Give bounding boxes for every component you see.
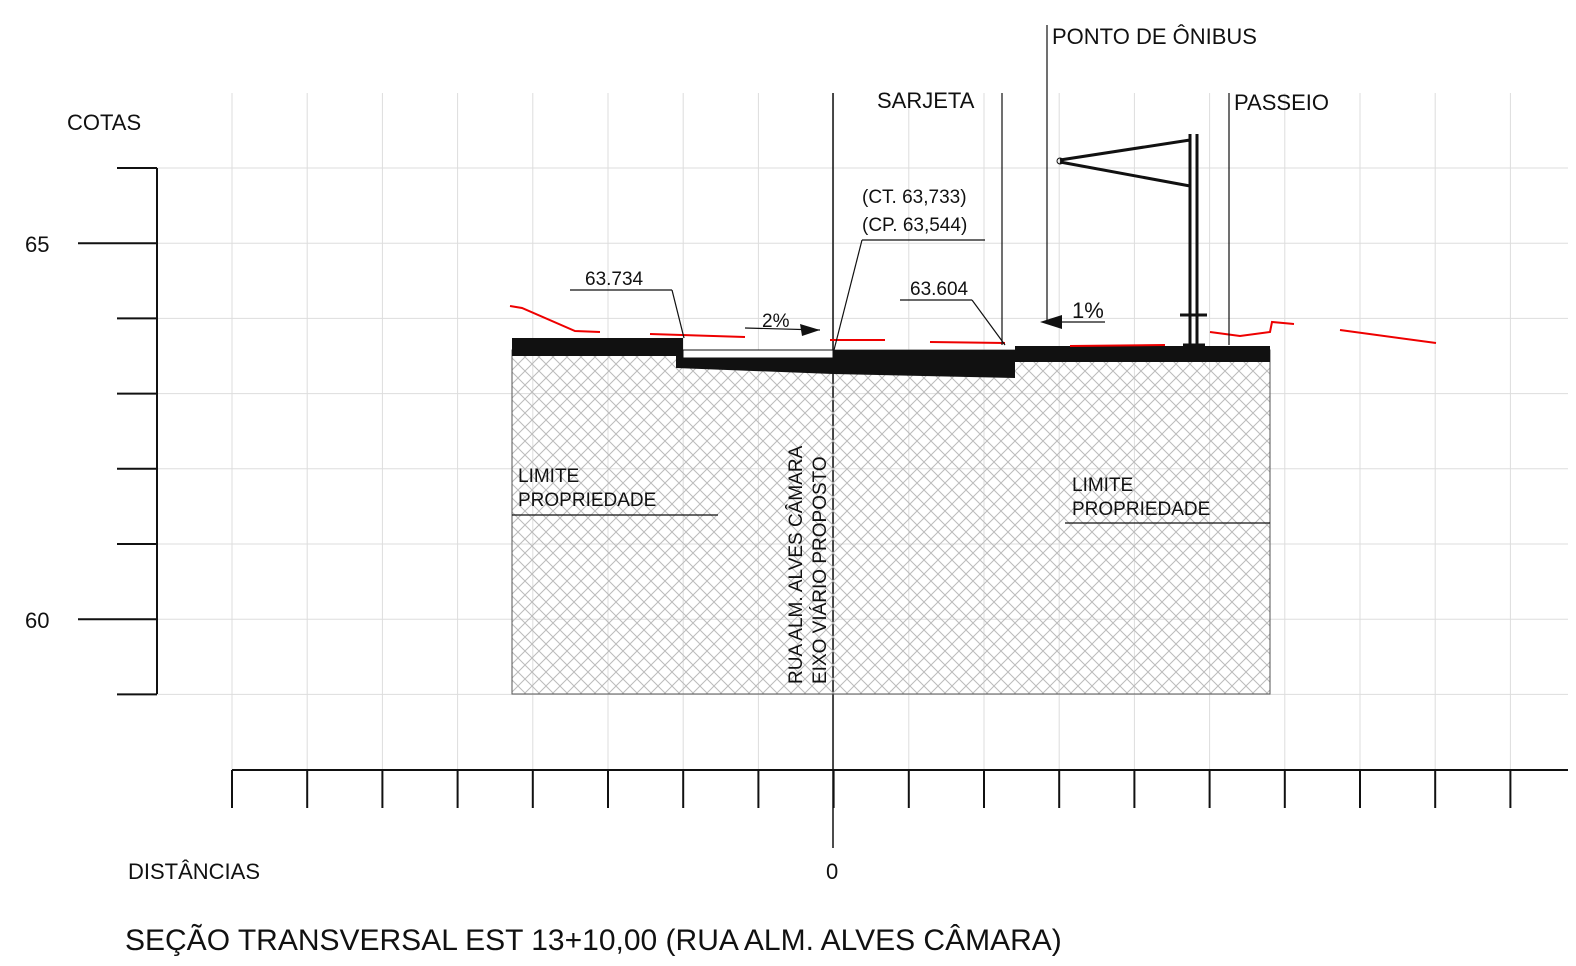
- label: 63.734: [585, 269, 644, 290]
- y-title: COTAS: [67, 110, 141, 135]
- leaders: [512, 25, 1270, 524]
- arrow: [1040, 315, 1062, 329]
- axes: [78, 167, 1568, 808]
- x-label: 0: [826, 859, 838, 884]
- ground: [511, 349, 1271, 695]
- label: 1%: [1072, 298, 1104, 323]
- label: SARJETA: [877, 88, 975, 113]
- label: PROPRIEDADE: [518, 490, 656, 511]
- bus-stop-structure: [1056, 134, 1207, 347]
- label: RUA ALM. ALVES CÂMARA: [785, 445, 807, 684]
- y-label: 65: [25, 232, 49, 257]
- label: PROPRIEDADE: [1072, 499, 1210, 520]
- pavement-layer: [682, 349, 834, 359]
- pavement: [512, 338, 1270, 378]
- y-label: 60: [25, 608, 49, 633]
- label: LIMITE: [1072, 475, 1133, 496]
- label: (CT. 63,733): [862, 187, 967, 208]
- arrow: [800, 324, 820, 336]
- label: EIXO VIÁRIO PROPOSTO: [810, 456, 831, 684]
- label: LIMITE: [518, 466, 579, 487]
- label: 2%: [762, 311, 790, 332]
- terrain-line: [509, 305, 1437, 347]
- label: PASSEIO: [1234, 90, 1329, 115]
- label: (CP. 63,544): [862, 215, 967, 236]
- x-title: DISTÂNCIAS: [128, 859, 260, 884]
- label: 63.604: [910, 279, 969, 300]
- label: PONTO DE ÔNIBUS: [1052, 24, 1257, 49]
- title: SEÇÃO TRANSVERSAL EST 13+10,00 (RUA ALM.…: [125, 923, 1062, 957]
